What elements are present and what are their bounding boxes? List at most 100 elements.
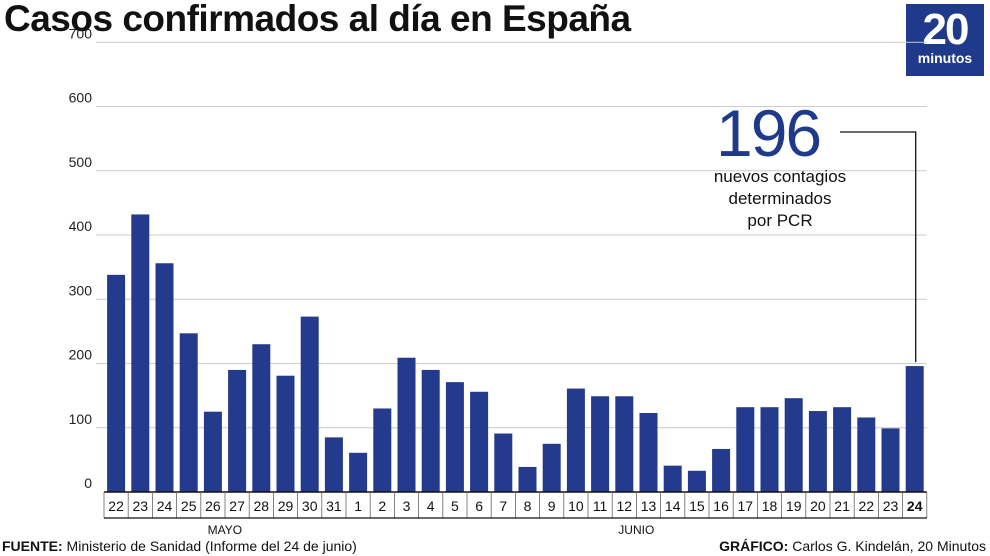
x-tick-label: 26 [205, 498, 221, 514]
logo-number: 20 [922, 5, 970, 54]
source-text: Ministerio de Sanidad (Informe del 24 de… [62, 538, 357, 554]
callout-line-2: determinados [728, 189, 832, 208]
bar [905, 366, 924, 492]
y-tick-label: 100 [69, 411, 93, 427]
bar [228, 369, 247, 492]
bar [373, 408, 392, 492]
x-tick-label: 11 [593, 498, 608, 514]
x-tick-label: 14 [665, 498, 681, 514]
x-tick-label: 22 [108, 498, 124, 514]
y-tick-label: 300 [69, 282, 93, 298]
bar [324, 437, 343, 492]
x-tick-label: 19 [786, 498, 802, 514]
x-tick-label: 23 [883, 498, 899, 514]
y-axis-ticks: 0 100 200 300 400 500 600 700 [69, 25, 93, 491]
bar [445, 382, 464, 492]
x-tick-label: 2 [378, 498, 386, 514]
x-tick-label: 23 [133, 498, 149, 514]
bars [107, 214, 924, 492]
bar [687, 470, 706, 492]
x-tick-label: 4 [427, 498, 435, 514]
bar [518, 466, 537, 492]
bar [712, 448, 731, 492]
chart-title: Casos confirmados al día en España [4, 0, 631, 39]
grid-lines [96, 41, 927, 429]
bar [179, 333, 198, 492]
x-tick-label: 7 [499, 498, 507, 514]
bar [494, 433, 513, 492]
x-axis [103, 491, 928, 519]
x-tick-label: 29 [278, 498, 294, 514]
y-tick-label: 0 [84, 475, 92, 491]
bar [615, 396, 634, 492]
x-tick-label: 3 [403, 498, 411, 514]
x-tick-label: 12 [617, 498, 633, 514]
x-tick-label: 17 [738, 498, 754, 514]
bar [591, 396, 610, 492]
x-tick-label: 6 [475, 498, 483, 514]
bar [639, 412, 658, 492]
x-tick-label: 31 [326, 498, 342, 514]
bar [808, 411, 827, 492]
bar [663, 465, 682, 492]
x-axis-ticks: 22 23 24 25 26 27 28 29 30 31 1 2 3 4 5 6 7 8 9 10 11 12 13 14 1… [108, 498, 922, 514]
credit-note: GRÁFICO: Carlos G. Kindelán, 20 Minutos [719, 538, 986, 554]
callout-leader [840, 131, 917, 363]
x-tick-label: 8 [524, 498, 532, 514]
callout-value: 196 [716, 96, 822, 170]
y-tick-label: 200 [69, 347, 93, 363]
callout-leader-line [840, 131, 917, 363]
bar [470, 391, 489, 492]
x-tick-label: 25 [181, 498, 197, 514]
x-tick-label: 15 [689, 498, 705, 514]
x-tick-label: 9 [548, 498, 556, 514]
x-tick-label: 24 [907, 498, 923, 514]
x-tick-label: 21 [834, 498, 850, 514]
bar [736, 407, 755, 492]
y-tick-label: 700 [69, 25, 93, 41]
x-tick-label: 13 [641, 498, 657, 514]
month-label: MAYO [208, 523, 242, 537]
logo-word: minutos [917, 50, 973, 66]
bar [276, 375, 295, 492]
bar [857, 417, 876, 492]
bar [397, 357, 416, 492]
callout-line-3: por PCR [747, 211, 813, 230]
x-tick-label: 24 [157, 498, 173, 514]
bar [252, 344, 271, 492]
x-tick-label: 5 [451, 498, 459, 514]
x-tick-label: 16 [713, 498, 729, 514]
brand-logo: 20 minutos [906, 4, 984, 76]
x-tick-label: 22 [859, 498, 875, 514]
bar [421, 369, 440, 492]
credit-text: Carlos G. Kindelán, 20 Minutos [788, 538, 986, 554]
y-tick-label: 400 [69, 218, 93, 234]
month-label: JUNIO [618, 523, 654, 537]
x-tick-label: 30 [302, 498, 318, 514]
bar [881, 428, 900, 492]
y-tick-label: 500 [69, 154, 93, 170]
source-label: FUENTE: [2, 538, 63, 554]
bar [155, 263, 174, 492]
bar [784, 398, 803, 492]
callout-text: nuevos contagios determinados por PCR [690, 166, 870, 232]
bar [131, 214, 150, 492]
y-tick-label: 600 [69, 90, 93, 106]
source-note: FUENTE: Ministerio de Sanidad (Informe d… [2, 538, 357, 554]
bar [566, 388, 585, 492]
x-tick-label: 27 [229, 498, 245, 514]
x-tick-label: 28 [254, 498, 270, 514]
x-tick-label: 1 [354, 498, 362, 514]
x-tick-label: 18 [762, 498, 778, 514]
bar [349, 452, 368, 492]
bar [760, 407, 779, 492]
callout-line-1: nuevos contagios [713, 167, 847, 186]
month-labels: MAYO JUNIO [208, 523, 655, 537]
bar [542, 443, 561, 492]
bar [300, 316, 319, 492]
credit-label: GRÁFICO: [719, 538, 789, 554]
bar [107, 274, 126, 492]
x-tick-label: 10 [568, 498, 584, 514]
bar [833, 407, 852, 492]
